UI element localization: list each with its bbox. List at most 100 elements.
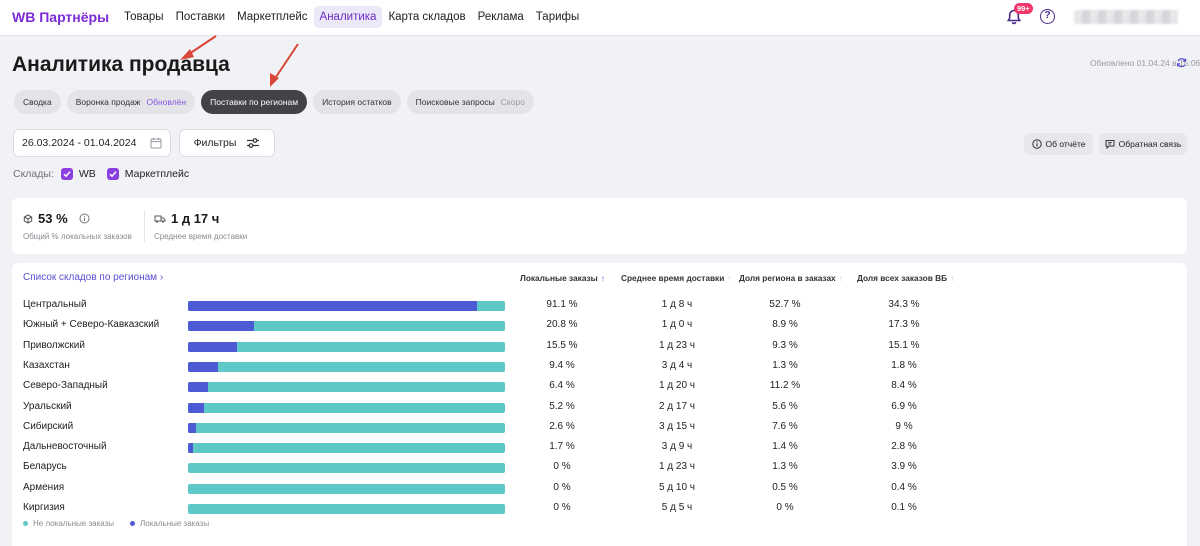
tab-status: Обновлён [146,97,187,107]
region-name: Дальневосточный [23,441,107,453]
tab-status: Скоро [500,97,525,107]
annotation-arrow-icon [270,43,299,87]
wb-share-value: 8.4 % [891,380,917,392]
local-orders-bar-fill [188,341,238,352]
region-share-value: 0 % [776,502,794,513]
nav-item-4[interactable]: Карта складов [388,11,466,23]
nav-item-6[interactable]: Тарифы [535,11,580,23]
warehouses-by-region-link[interactable]: Список складов по регионам › [23,272,163,283]
col-header-region-share[interactable]: Доля региона в заказах ↑ [739,273,843,283]
kpi-divider [144,210,145,242]
region-share-value: 52.7 % [769,299,801,310]
feedback-button[interactable]: Обратная связь [1099,133,1187,155]
legend-item-local: Локальные заказы [130,519,209,528]
table-row: Армения 0 % 5 д 10 ч 0.5 % 0.4 % [12,479,1187,499]
nav-item-2[interactable]: Маркетплейс [237,11,308,23]
region-name: Армения [23,481,65,493]
region-share-value: 8.9 % [772,319,798,331]
main-nav: Товары Поставки Маркетплейс Аналитика Карта … [118,6,585,28]
legend-label-nonlocal: Не локальные заказы [33,519,115,528]
warehouses-label: Склады: [13,168,54,180]
legend-item-nonlocal: Не локальные заказы [23,519,114,528]
col-header-wb-share[interactable]: Доля всех заказов ВБ ↑ [857,273,954,283]
notification-badge: 99+ [1014,3,1033,14]
delivery-time-value: 3 д 9 ч [661,441,693,453]
marketplace-checkbox[interactable] [106,168,119,180]
truck-icon [154,215,166,223]
delivery-time-value: 1 д 8 ч [661,299,693,310]
local-orders-bar-fill [188,402,205,413]
delivery-time-value: 1 д 23 ч [658,461,696,473]
updated-timestamp: Обновлено 01.04.24 в 15:06 [1090,58,1200,68]
brand-logo[interactable]: WB Партнёры [12,9,110,25]
legend-dot-local [130,521,136,526]
kpi-delivery-time-value: 1 д 17 ч [171,211,220,226]
region-share-value: 7.6 % [772,420,798,432]
orders-bar [188,321,505,332]
filters-button[interactable]: Фильтры [179,129,275,157]
region-share-value: 1.3 % [772,359,798,371]
table-row: Южный + Северо-Кавказский 20.8 % 1 д 0 ч 8.… [12,316,1187,336]
info-icon [1031,139,1042,149]
kpi-delivery-time: 1 д 17 ч Среднее время доставки [154,211,247,241]
tab-3[interactable]: История остатков [313,90,401,114]
tab-label: Поставки по регионам [210,97,299,107]
tab-0[interactable]: Сводка [14,90,61,114]
tab-4[interactable]: Поисковые запросы Скоро [406,90,534,114]
local-orders-value: 5.2 % [549,400,575,412]
local-orders-value: 0 % [553,481,571,493]
nav-item-0[interactable]: Товары [124,11,164,23]
region-share-value: 11.2 % [769,380,801,392]
col-header-delivery-time[interactable]: Среднее время доставки ↑ [621,273,731,283]
tab-1[interactable]: Воронка продаж Обновлён [66,90,196,114]
marketplace-checkbox-label[interactable]: Маркетплейс [124,168,190,180]
nav-item-5[interactable]: Реклама [477,11,524,23]
account-name-blurred[interactable] [1074,10,1178,24]
info-icon[interactable] [79,213,90,224]
date-range-input[interactable]: 26.03.2024 - 01.04.2024 [13,129,171,157]
orders-bar [188,443,505,454]
local-orders-bar-fill [188,361,218,372]
sort-arrow-icon: ↑ [950,273,955,283]
box-icon [23,213,33,224]
table-row: Казахстан 9.4 % 3 д 4 ч 1.3 % 1.8 % [12,357,1187,377]
wb-checkbox[interactable] [60,168,73,180]
local-orders-value: 15.5 % [546,339,578,351]
tab-2[interactable]: Поставки по регионам [201,90,308,114]
table-row: Киргизия 0 % 5 д 5 ч 0 % 0.1 % [12,499,1187,519]
col-header-local-orders-label: Локальные заказы [520,273,598,283]
refresh-icon[interactable] [1176,57,1187,68]
region-name: Сибирский [23,420,74,432]
orders-bar [188,361,505,372]
about-report-button[interactable]: Об отчёте [1024,133,1093,155]
chevron-right-icon: › [159,272,164,283]
wb-share-value: 3.9 % [891,461,917,473]
top-navigation: WB Партнёры Товары Поставки Маркетплейс Ана… [0,0,1200,36]
legend-label-local: Локальные заказы [140,519,210,528]
col-header-wb-share-label: Доля всех заказов ВБ [857,273,948,283]
region-name: Северо-Западный [23,380,108,392]
check-icon [109,171,117,178]
kpi-local-orders-label: Общий % локальных заказов [23,232,132,241]
warehouses-by-region-link-label: Список складов по регионам [23,272,158,283]
wb-checkbox-label[interactable]: WB [78,168,96,180]
wb-share-value: 0.4 % [891,481,917,493]
about-report-label: Об отчёте [1045,139,1086,149]
region-name: Казахстан [23,359,70,371]
delivery-time-value: 1 д 23 ч [658,339,696,351]
region-name: Приволжский [23,339,85,351]
local-orders-value: 1.7 % [549,441,575,453]
help-icon[interactable]: ? [1040,9,1055,24]
col-header-local-orders[interactable]: Локальные заказы ↑ [520,273,605,283]
kpi-local-orders: 53 % Общий % локальных заказов [23,211,132,241]
delivery-time-value: 5 д 10 ч [658,481,696,493]
local-orders-value: 20.8 % [546,319,578,331]
regions-card: Список складов по регионам › Локальные з… [12,263,1187,546]
analytics-tabs: Сводка Воронка продаж Обновлён Поставки по … [14,90,534,114]
nav-item-3[interactable]: Аналитика [313,6,383,28]
sort-arrow-up-icon: ↑ [600,273,605,283]
wb-share-value: 1.8 % [891,359,917,371]
nav-item-1[interactable]: Поставки [175,11,226,23]
delivery-time-value: 5 д 5 ч [661,502,693,513]
region-share-value: 5.6 % [772,400,798,412]
